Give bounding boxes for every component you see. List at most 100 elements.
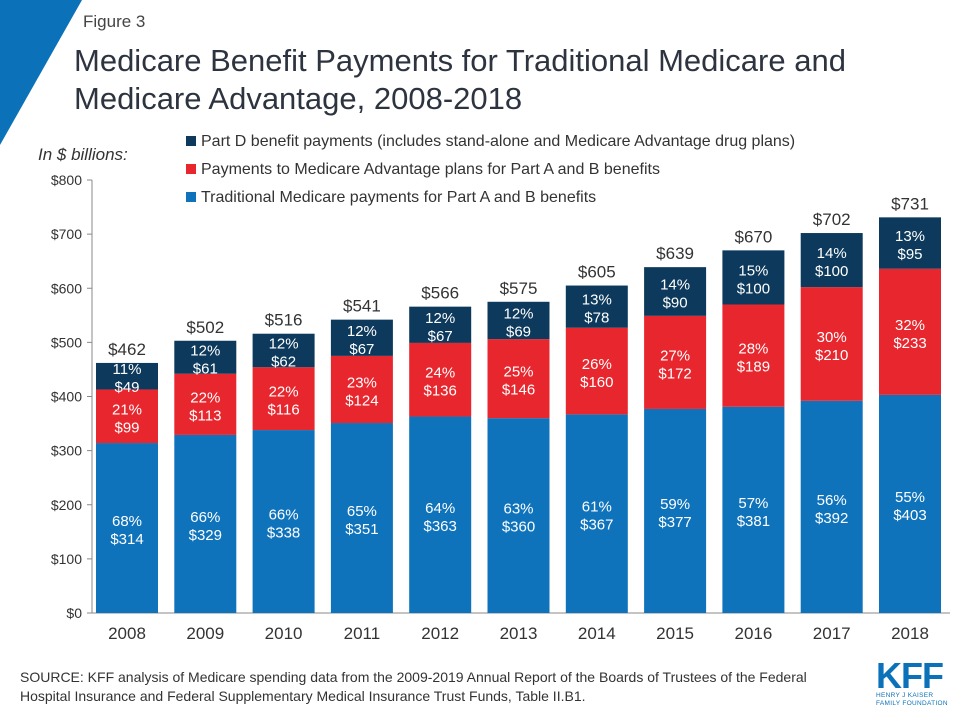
- segment-percent-label: 68%: [112, 513, 142, 530]
- source-note: SOURCE: KFF analysis of Medicare spendin…: [20, 669, 807, 704]
- x-tick-label: 2016: [734, 624, 772, 643]
- segment-percent-label: 11%: [113, 361, 142, 378]
- segment-value-label: $210: [815, 347, 848, 364]
- y-tick-label: $600: [51, 280, 82, 296]
- segment-percent-label: 12%: [347, 323, 377, 340]
- figure-label: Figure 3: [83, 12, 146, 31]
- bar-total-label: $605: [578, 263, 616, 282]
- bar-total-label: $639: [656, 244, 694, 263]
- bar-segment: [487, 418, 550, 613]
- segment-percent-label: 24%: [425, 365, 455, 382]
- segment-value-label: $61: [193, 360, 218, 377]
- bar-total-label: $502: [186, 318, 224, 337]
- segment-percent-label: 59%: [660, 496, 690, 513]
- segment-value-label: $78: [584, 310, 609, 327]
- segment-percent-label: 66%: [190, 509, 220, 526]
- bar-total-label: $575: [500, 279, 538, 298]
- segment-percent-label: 14%: [817, 245, 847, 262]
- segment-value-label: $124: [345, 392, 378, 409]
- bar-segment: [330, 355, 393, 424]
- bar-total-label: $541: [343, 297, 381, 316]
- bar-segment: [800, 233, 863, 288]
- segment-value-label: $100: [815, 263, 848, 280]
- bar-segment: [644, 267, 707, 316]
- segment-percent-label: 22%: [190, 389, 220, 406]
- segment-value-label: $172: [658, 365, 691, 382]
- x-tick-label: 2014: [578, 624, 616, 643]
- segment-value-label: $314: [110, 531, 143, 548]
- segment-percent-label: 28%: [738, 341, 768, 358]
- segment-percent-label: 27%: [660, 347, 690, 364]
- x-tick-label: 2017: [813, 624, 851, 643]
- y-tick-label: $100: [51, 551, 82, 567]
- y-tick-label: $300: [51, 443, 82, 459]
- logo-text: KFF: [876, 655, 944, 696]
- legend-label: Part D benefit payments (includes stand-…: [201, 133, 795, 150]
- bar-segment: [722, 250, 785, 305]
- segment-percent-label: 15%: [738, 262, 768, 279]
- segment-percent-label: 12%: [503, 305, 533, 322]
- segment-value-label: $363: [424, 518, 457, 535]
- segment-value-label: $146: [502, 382, 535, 399]
- segment-value-label: $99: [114, 419, 139, 436]
- segment-percent-label: 12%: [190, 342, 220, 359]
- x-tick-label: 2009: [186, 624, 224, 643]
- legend-swatch: [186, 136, 196, 146]
- y-tick-label: $200: [51, 497, 82, 513]
- bar-segment: [800, 400, 863, 613]
- segment-value-label: $95: [897, 246, 922, 263]
- segment-percent-label: 25%: [503, 364, 533, 381]
- segment-value-label: $233: [893, 335, 926, 352]
- segment-percent-label: 61%: [582, 499, 612, 516]
- stacked-bar-chart: $0 $100 $200 $300 $400 $500 $600 $700 $800 In $ b…: [38, 133, 950, 643]
- bar-segment: [409, 416, 472, 613]
- segment-percent-label: 66%: [269, 507, 299, 524]
- x-tick-label: 2018: [891, 624, 929, 643]
- bar-segment: [722, 406, 785, 613]
- chart-title: Medicare Benefit Payments for Traditiona…: [74, 43, 846, 116]
- bar-segment: [879, 394, 941, 613]
- bar-segment: [330, 423, 393, 613]
- x-tick-label: 2013: [500, 624, 538, 643]
- bar-total-label: $702: [813, 210, 851, 229]
- bar-segment: [487, 301, 550, 340]
- bar-segment: [879, 217, 941, 269]
- x-tick-label: 2010: [265, 624, 303, 643]
- segment-percent-label: 23%: [347, 374, 377, 391]
- bar-segment: [565, 327, 628, 415]
- bar-segment: [252, 430, 315, 613]
- segment-percent-label: 63%: [503, 501, 533, 518]
- x-tick-label: 2012: [421, 624, 459, 643]
- segment-value-label: $62: [271, 353, 296, 370]
- bar-segment: [487, 339, 550, 419]
- segment-value-label: $392: [815, 510, 848, 527]
- bar-segment: [644, 408, 707, 613]
- segment-percent-label: 13%: [582, 292, 612, 309]
- legend-label: Payments to Medicare Advantage plans for…: [201, 161, 660, 178]
- segment-value-label: $329: [189, 527, 222, 544]
- legend-swatch: [186, 164, 196, 174]
- segment-value-label: $113: [189, 407, 221, 424]
- segment-value-label: $67: [349, 341, 374, 358]
- segment-value-label: $67: [428, 328, 453, 345]
- segment-percent-label: 21%: [112, 401, 142, 418]
- segment-value-label: $116: [267, 402, 299, 419]
- segment-value-label: $100: [737, 280, 770, 297]
- segment-value-label: $351: [345, 521, 378, 538]
- bar-total-label: $566: [421, 284, 459, 303]
- bar-segment: [174, 434, 237, 613]
- bar-segment: [96, 389, 158, 444]
- segment-percent-label: 12%: [425, 310, 455, 327]
- segment-value-label: $69: [506, 323, 531, 340]
- segment-percent-label: 64%: [425, 500, 455, 517]
- segment-value-label: $367: [580, 517, 613, 534]
- bar-total-label: $516: [265, 311, 303, 330]
- y-tick-label: $500: [51, 334, 82, 350]
- bar-total-label: $731: [891, 194, 929, 213]
- segment-value-label: $49: [114, 379, 139, 396]
- segment-value-label: $189: [737, 359, 770, 376]
- segment-value-label: $90: [663, 294, 688, 311]
- segment-percent-label: 26%: [582, 356, 612, 373]
- bar-segment: [722, 304, 785, 407]
- segment-percent-label: 30%: [817, 329, 847, 346]
